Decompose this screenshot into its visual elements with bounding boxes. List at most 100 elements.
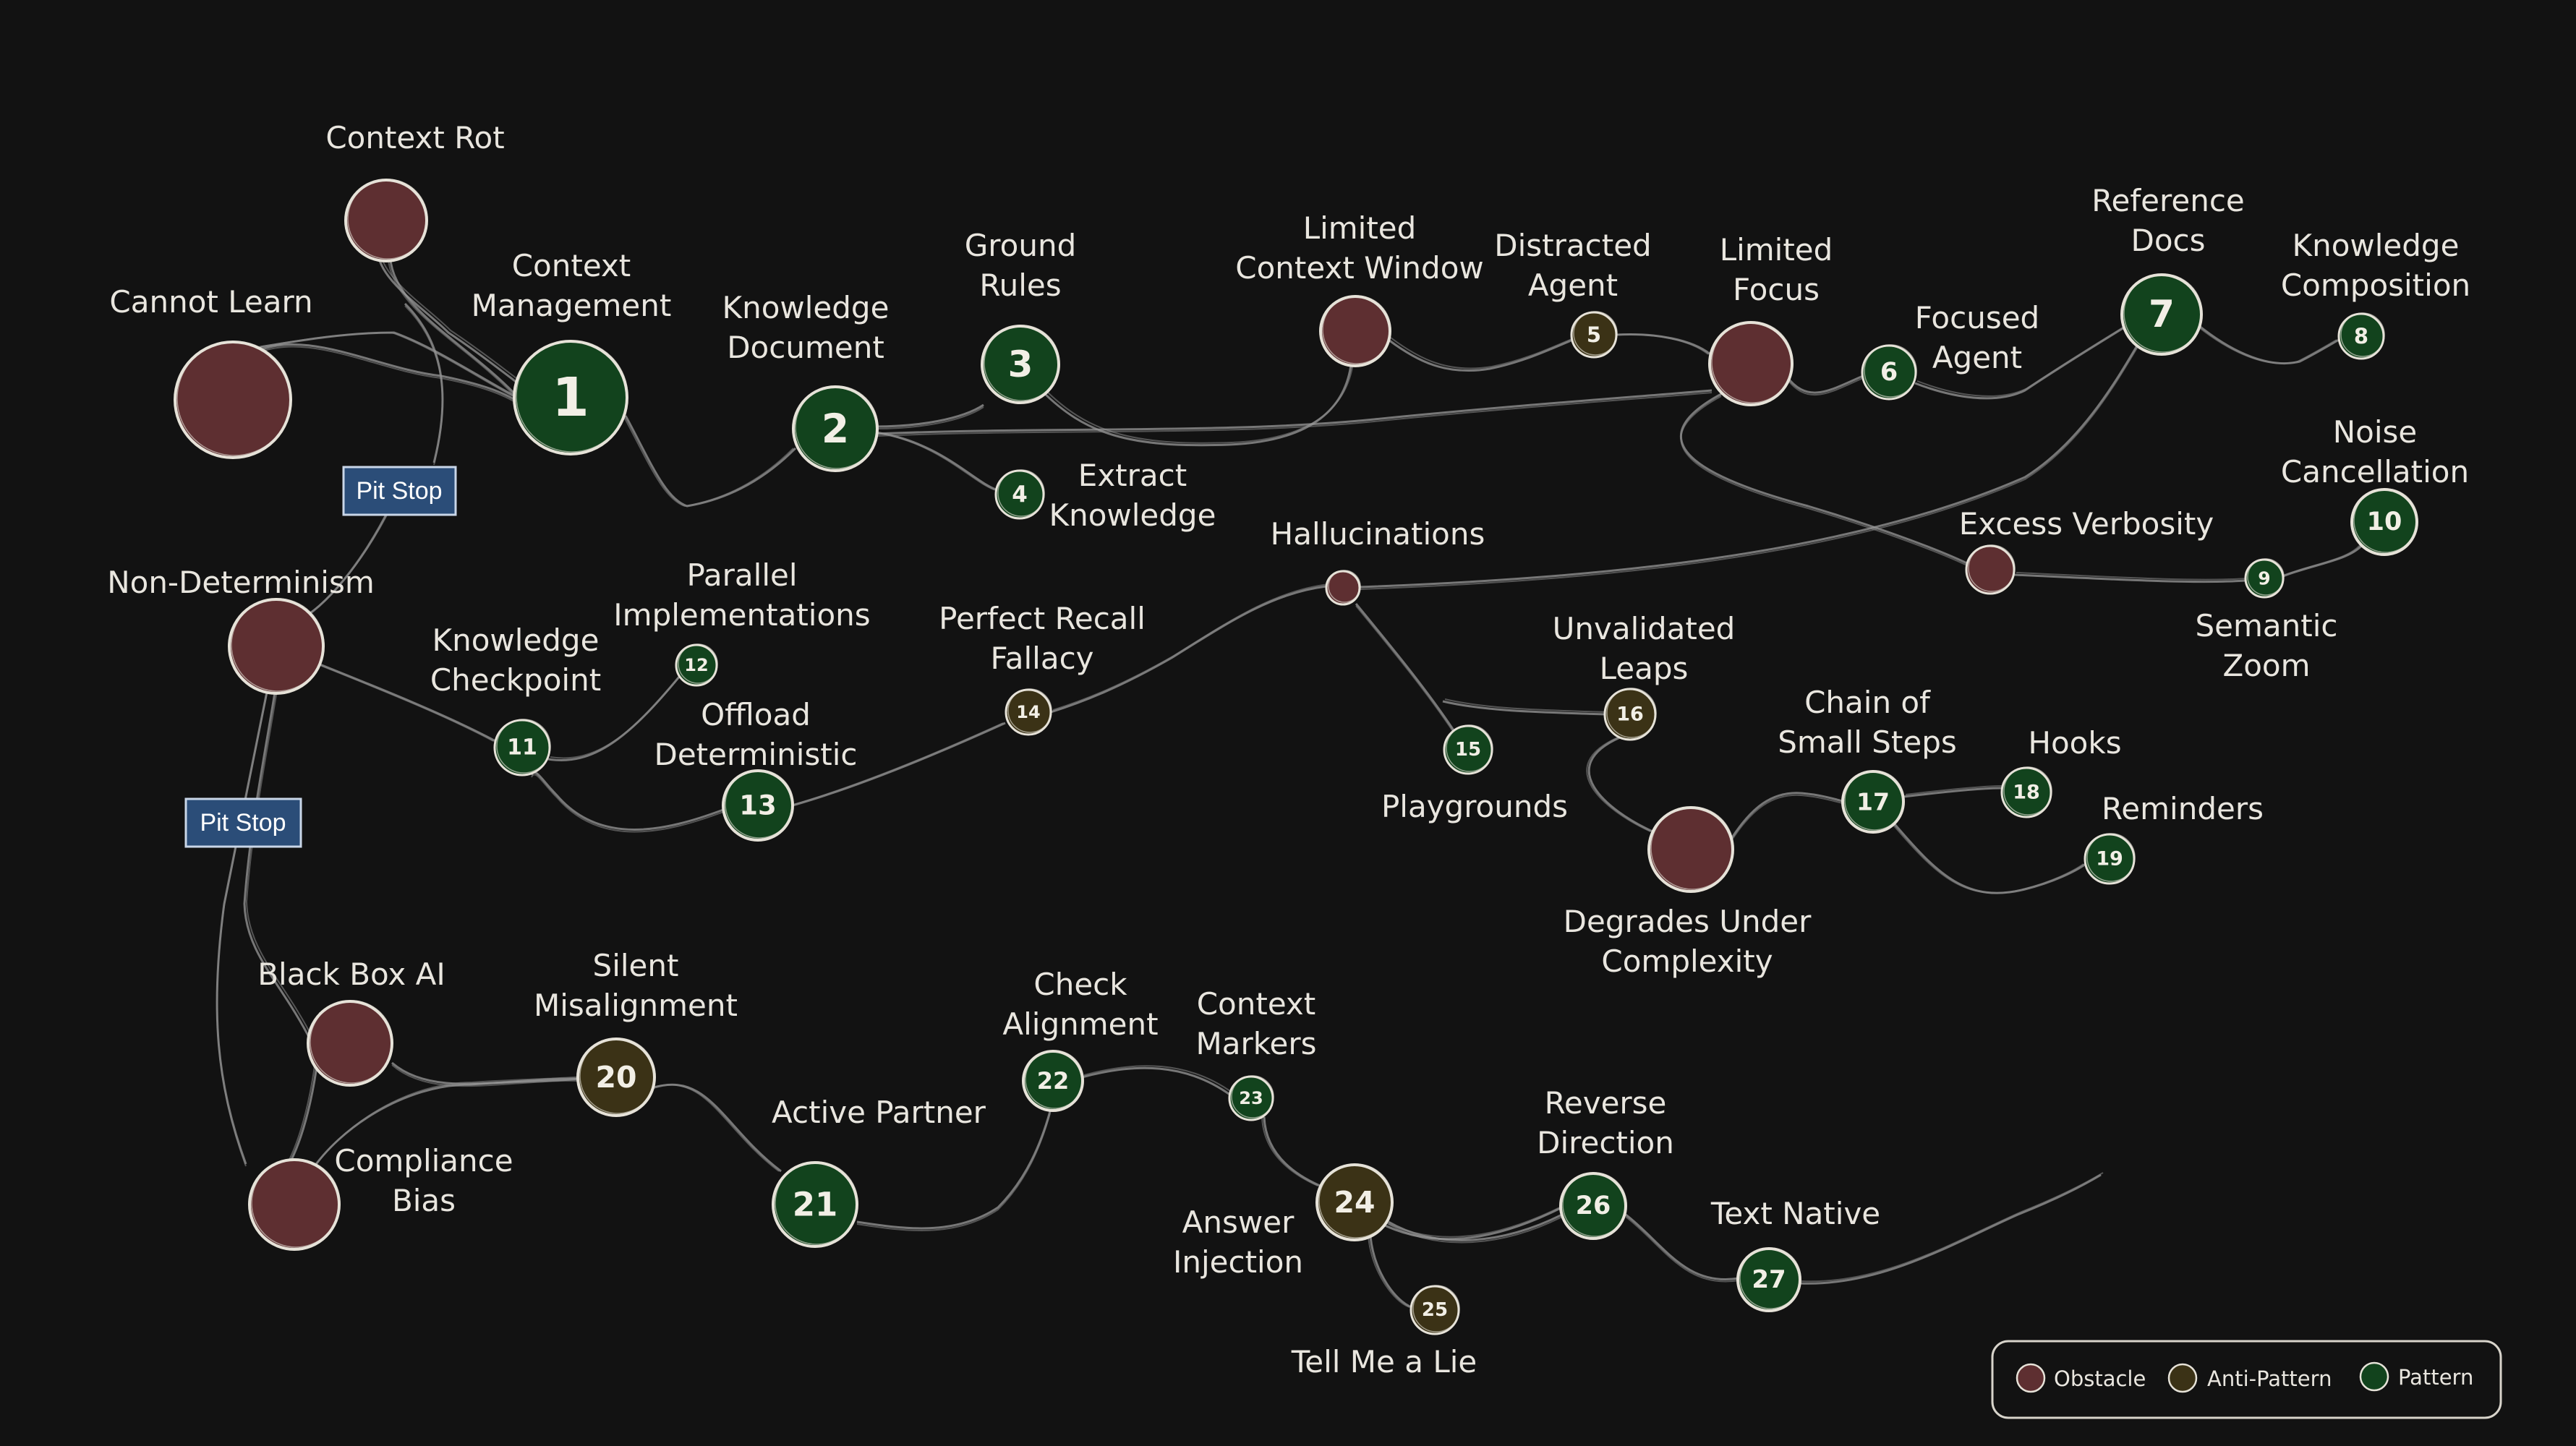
connector-line [1050, 585, 1327, 714]
connector-line [1785, 375, 1864, 394]
label-context-rot: Context Rot [325, 120, 504, 155]
node-25-number: 25 [1422, 1299, 1448, 1321]
obstacle-limited-context-window[interactable] [1319, 295, 1391, 367]
node-17-number: 17 [1856, 788, 1890, 816]
node-27-sketch [1739, 1247, 1801, 1309]
node-14-number: 14 [1016, 702, 1040, 722]
node-9-sketch [2247, 558, 2285, 596]
connector-line-sketch [1586, 737, 1651, 832]
connector-line [1369, 1236, 1412, 1309]
connector-line [317, 662, 496, 743]
connector-line-sketch [1390, 337, 1576, 369]
node-18[interactable] [2000, 766, 2052, 818]
obstacle-non-determinism-sketch [231, 598, 325, 692]
pit-stop-2[interactable]: Pit Stop [184, 797, 302, 848]
node-11[interactable] [493, 719, 551, 777]
node-15[interactable] [1443, 724, 1493, 775]
obstacle-black-box-ai[interactable] [307, 1000, 393, 1087]
node-9-number: 9 [2258, 568, 2270, 589]
obstacle-limited-focus[interactable] [1708, 321, 1794, 406]
obstacle-hallucinations-sketch [1328, 570, 1361, 603]
connector-line [1388, 338, 1574, 372]
node-13[interactable] [722, 769, 794, 842]
legend-anti-pattern-label: Anti-Pattern [2207, 1366, 2332, 1391]
node-11-number: 11 [507, 735, 537, 761]
connector-line [874, 403, 984, 428]
obstacle-context-rot[interactable] [344, 179, 428, 262]
node-14[interactable] [1005, 688, 1052, 736]
node-13-sketch [725, 769, 794, 839]
node-17[interactable] [1841, 770, 1905, 834]
node-19-number: 19 [2096, 848, 2123, 870]
node-8-sketch [2340, 312, 2385, 357]
pit-stop-1[interactable]: Pit Stop [342, 466, 457, 516]
connector-line [1359, 339, 2142, 589]
connector-line [1081, 1066, 1232, 1097]
node-5-sketch [1573, 311, 1618, 356]
obstacle-hallucinations[interactable] [1325, 570, 1361, 606]
node-5[interactable] [1570, 311, 1618, 359]
label-node-27: Text Native [1710, 1196, 1880, 1231]
node-4-number: 4 [1012, 482, 1028, 508]
legend-obstacle-swatch [2016, 1363, 2046, 1393]
connector-line-sketch [378, 236, 521, 382]
connector-line-sketch [1625, 1216, 1739, 1283]
label-node-21: Active Partner [772, 1095, 986, 1130]
node-23-number: 23 [1239, 1088, 1263, 1108]
node-26[interactable] [1559, 1172, 1627, 1240]
label-node-2: Knowledge Document [722, 290, 890, 365]
node-24-sketch [1318, 1163, 1394, 1238]
node-23-sketch [1231, 1075, 1274, 1118]
node-12[interactable] [675, 643, 718, 687]
node-2-sketch [795, 385, 879, 469]
label-degrades-under-complexity: Degrades Under Complexity [1564, 904, 1812, 979]
obstacle-degrades-under-complexity[interactable] [1647, 806, 1734, 893]
node-4[interactable] [994, 469, 1045, 520]
obstacle-compliance-bias[interactable] [248, 1158, 341, 1251]
node-27[interactable] [1736, 1247, 1801, 1312]
node-26-sketch [1562, 1172, 1627, 1237]
node-21[interactable] [772, 1161, 858, 1248]
node-19-sketch [2086, 833, 2136, 882]
connector-line [1442, 700, 1606, 716]
connector-line-sketch [1905, 785, 2005, 795]
node-8[interactable] [2337, 312, 2385, 360]
obstacle-excess-verbosity[interactable] [1965, 544, 2016, 595]
node-24[interactable] [1315, 1163, 1394, 1241]
obstacle-black-box-ai-sketch [310, 1000, 393, 1084]
connector-line-sketch [1731, 794, 1843, 842]
label-node-25: Tell Me a Lie [1291, 1344, 1477, 1379]
node-1[interactable] [513, 340, 628, 455]
obstacle-non-determinism[interactable] [228, 598, 325, 695]
connector-line [1625, 1213, 1739, 1280]
connector-line [1730, 792, 1843, 839]
node-25[interactable] [1409, 1285, 1460, 1335]
node-22[interactable] [1022, 1050, 1084, 1112]
label-node-7: Reference Docs [2091, 183, 2245, 258]
connector-line-sketch [404, 305, 443, 466]
legend-pattern-label: Pattern [2398, 1365, 2473, 1390]
node-19[interactable] [2084, 833, 2136, 885]
node-23[interactable] [1228, 1075, 1274, 1121]
connector-line-sketch [1444, 698, 1608, 713]
node-7[interactable] [2120, 273, 2203, 356]
connector-line [1377, 1206, 1563, 1241]
legend-pattern-swatch [2359, 1361, 2389, 1392]
connector-line-sketch [874, 406, 984, 429]
label-cannot-learn: Cannot Learn [109, 284, 312, 320]
legend-frame [1991, 1340, 2502, 1419]
node-6-number: 6 [1880, 358, 1898, 387]
node-10[interactable] [2350, 488, 2418, 556]
node-20[interactable] [576, 1038, 656, 1117]
label-node-17: Chain of Small Steps [1778, 685, 1957, 760]
node-2[interactable] [792, 385, 879, 472]
node-3[interactable] [981, 325, 1060, 404]
label-excess-verbosity: Excess Verbosity [1959, 506, 2214, 542]
obstacle-cannot-learn[interactable] [174, 341, 292, 459]
node-16[interactable] [1603, 688, 1657, 741]
node-9[interactable] [2244, 558, 2285, 599]
label-black-box-ai: Black Box AI [257, 957, 445, 992]
node-6[interactable] [1861, 344, 1917, 401]
node-20-sketch [579, 1038, 656, 1114]
